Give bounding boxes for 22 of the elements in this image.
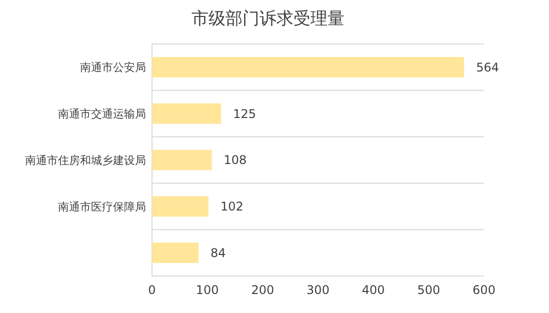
chart-title: 市级部门诉求受理量 [192,9,344,29]
x-tick-label: 500 [417,283,440,297]
x-tick-label: 300 [306,283,330,297]
x-tick-label: 400 [362,283,385,297]
y-tick-label: 南通市医疗保障局 [58,200,146,214]
bar [152,103,222,124]
data-label: 125 [233,106,256,121]
x-tick-label: 0 [148,283,156,297]
x-tick-label: 100 [196,283,219,297]
x-tick-label: 600 [472,283,496,297]
x-tick-label: 200 [251,283,274,297]
bar [152,196,208,217]
y-tick-label: 南通市交通运输局 [58,107,146,120]
bar [152,150,212,170]
data-label: 108 [224,153,247,168]
y-tick-label: 南通市公安局 [80,61,146,74]
y-tick-label: 南通市住房和城乡建设局 [25,154,146,167]
data-label: 84 [210,246,226,260]
data-label: 102 [220,200,244,214]
data-label: 564 [476,60,499,74]
bar [152,56,464,78]
bar [152,242,198,264]
